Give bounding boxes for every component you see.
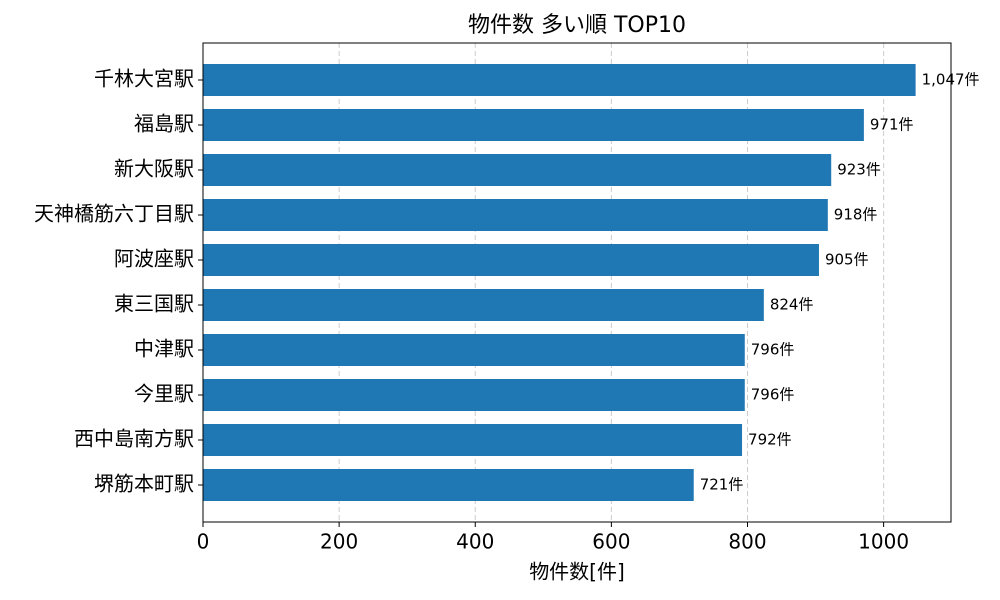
plot-frame: [202, 42, 952, 523]
y-tick-label: 阿波座駅: [114, 247, 194, 271]
value-label: 971件: [870, 116, 914, 134]
bar: [203, 244, 819, 276]
bar: [203, 199, 828, 231]
y-tick-label: 西中島南方駅: [74, 427, 194, 451]
bar: [203, 424, 743, 456]
value-label: 923件: [837, 161, 881, 179]
x-tick-label: 600: [592, 530, 630, 554]
x-tick-label: 1000: [858, 530, 909, 554]
value-label: 792件: [748, 431, 792, 449]
chart-title: 物件数 多い順 TOP10: [468, 13, 686, 38]
bar: [203, 334, 745, 366]
x-tick-label: 400: [456, 530, 494, 554]
value-label: 796件: [751, 341, 795, 359]
y-tick-label: 千林大宮駅: [94, 67, 194, 91]
bar: [203, 154, 832, 186]
x-tick-label: 200: [320, 530, 358, 554]
y-tick-label: 天神橋筋六丁目駅: [34, 202, 194, 226]
bar: [203, 469, 694, 501]
value-label: 796件: [751, 386, 795, 404]
value-label: 824件: [770, 296, 814, 314]
y-tick-label: 中津駅: [134, 337, 194, 361]
bar: [203, 379, 745, 411]
x-axis-label: 物件数[件]: [529, 560, 625, 584]
x-tick-label: 0: [197, 530, 210, 554]
y-tick-label: 福島駅: [134, 112, 194, 136]
value-label: 721件: [700, 476, 744, 494]
bar: [203, 289, 764, 321]
bar: [203, 109, 864, 141]
y-tick-label: 今里駅: [134, 382, 194, 406]
x-tick-label: 800: [728, 530, 766, 554]
bar: [203, 64, 916, 96]
y-tick-label: 堺筋本町駅: [94, 472, 194, 496]
value-label: 905件: [825, 251, 869, 269]
y-tick-label: 新大阪駅: [114, 157, 194, 181]
value-label: 918件: [834, 206, 878, 224]
y-tick-label: 東三国駅: [114, 292, 194, 316]
